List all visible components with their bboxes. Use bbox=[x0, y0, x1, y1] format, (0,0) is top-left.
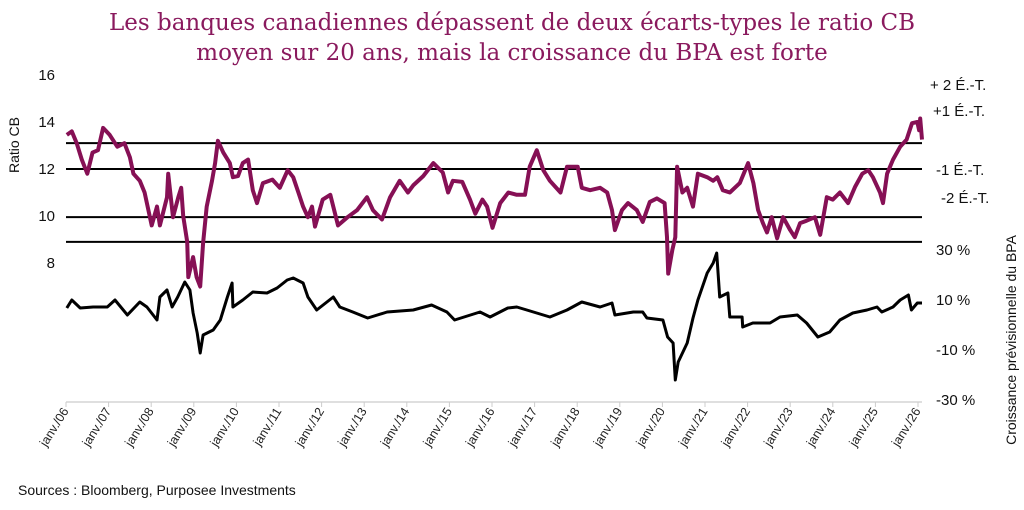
x-tick-label: janv./26 bbox=[888, 405, 923, 450]
pb-ratio-line bbox=[65, 116, 924, 289]
right-tick-label: -10 % bbox=[936, 342, 975, 359]
series-group bbox=[65, 116, 924, 382]
chart-title-line-1: Les banques canadiennes dépassent de deu… bbox=[109, 10, 915, 36]
left-axis-label: Ratio CB bbox=[6, 117, 22, 173]
left-tick-label: 8 bbox=[47, 255, 55, 272]
left-tick-label: 10 bbox=[38, 208, 55, 225]
x-tick-label: janv./08 bbox=[122, 405, 157, 450]
x-tick-label: janv./09 bbox=[164, 405, 199, 450]
x-tick-label: janv./21 bbox=[675, 405, 710, 450]
right-axis-label: Croissance prévisionnelle du BPA bbox=[1003, 234, 1019, 445]
x-tick-label: janv./22 bbox=[718, 405, 753, 450]
x-tick-label: janv./16 bbox=[462, 405, 497, 450]
chart-title-line-2: moyen sur 20 ans, mais la croissance du … bbox=[196, 40, 827, 66]
x-tick-label: janv./15 bbox=[420, 405, 455, 450]
x-tick-label: janv./11 bbox=[250, 405, 285, 449]
x-tick-label: janv./19 bbox=[590, 405, 625, 450]
x-tick-label: janv./18 bbox=[548, 405, 583, 450]
right-tick-label: 30 % bbox=[936, 242, 970, 259]
x-tick-label: janv./10 bbox=[207, 405, 242, 450]
axes: janv./06 janv./07 janv./08 janv./09 janv./10… bbox=[36, 67, 975, 450]
left-tick-label: 14 bbox=[38, 114, 55, 131]
reference-line-label: -2 É.-T. bbox=[941, 190, 989, 207]
reference-line-label: +1 É.-T. bbox=[933, 103, 985, 120]
x-tick-label: janv./07 bbox=[79, 405, 114, 450]
source-note: Sources : Bloomberg, Purposee Investment… bbox=[18, 482, 296, 498]
eps-growth-line bbox=[65, 251, 922, 382]
x-tick-label: janv./13 bbox=[335, 405, 370, 450]
x-tick-label: janv./17 bbox=[505, 405, 540, 450]
x-tick-label: janv./20 bbox=[633, 405, 668, 450]
x-tick-label: janv./24 bbox=[803, 405, 838, 450]
reference-line-label: + 2 É.-T. bbox=[930, 77, 986, 94]
x-tick-label: janv./12 bbox=[292, 405, 327, 450]
right-tick-label: -30 % bbox=[936, 392, 975, 409]
x-tick-label: janv./14 bbox=[377, 405, 412, 450]
left-tick-label: 16 bbox=[38, 67, 55, 84]
reference-lines: + 2 É.-T. +1 É.-T. -1 É.-T. -2 É.-T. bbox=[66, 77, 989, 243]
x-tick-label: janv./25 bbox=[846, 405, 881, 450]
x-tick-label: janv./06 bbox=[36, 405, 71, 450]
x-tick-label: janv./23 bbox=[761, 405, 796, 450]
reference-line-label: -1 É.-T. bbox=[936, 162, 984, 179]
right-tick-label: 10 % bbox=[936, 292, 970, 309]
left-tick-label: 12 bbox=[38, 161, 55, 178]
